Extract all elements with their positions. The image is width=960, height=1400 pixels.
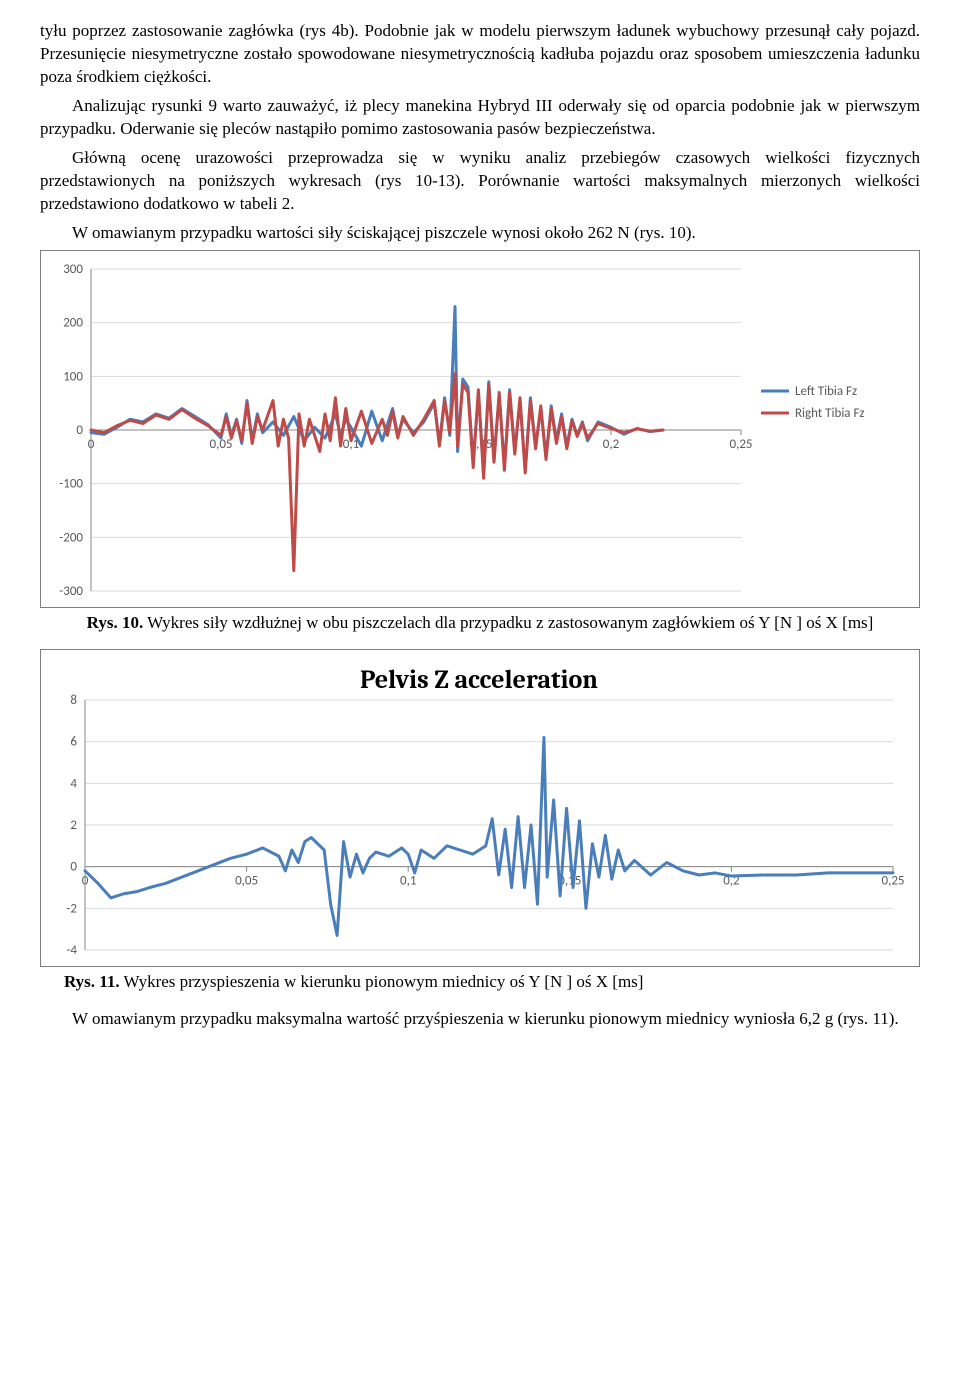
svg-text:100: 100 [63, 370, 83, 385]
svg-text:-300: -300 [59, 584, 83, 599]
caption-10: Rys. 10. Wykres siły wzdłużnej w obu pis… [40, 612, 920, 635]
svg-text:Pelvis Z acceleration: Pelvis Z acceleration [360, 665, 598, 695]
caption-11-rest: Wykres przyspieszenia w kierunku pionowy… [120, 972, 644, 991]
svg-text:2: 2 [70, 818, 77, 833]
svg-text:-100: -100 [59, 477, 83, 492]
svg-text:Left Tibia Fz: Left Tibia Fz [795, 384, 857, 399]
svg-text:-4: -4 [66, 943, 77, 958]
chart-pelvis-z: -4-20246800,050,10,150,20,25Pelvis Z acc… [40, 649, 920, 967]
svg-text:-2: -2 [66, 902, 77, 917]
svg-text:4: 4 [70, 777, 77, 792]
svg-text:0: 0 [70, 860, 77, 875]
caption-10-rest: Wykres siły wzdłużnej w obu piszczelach … [143, 613, 873, 632]
svg-text:-200: -200 [59, 531, 83, 546]
svg-text:6: 6 [70, 735, 77, 750]
para-2: Analizując rysunki 9 warto zauważyć, iż … [40, 95, 920, 141]
caption-11: Rys. 11. Wykres przyspieszenia w kierunk… [40, 971, 920, 994]
svg-text:0,2: 0,2 [603, 437, 620, 452]
svg-text:0,25: 0,25 [729, 437, 752, 452]
svg-text:300: 300 [63, 262, 83, 277]
svg-text:0,1: 0,1 [400, 874, 416, 889]
svg-text:200: 200 [63, 316, 83, 331]
para-3: Główną ocenę urazowości przeprowadza się… [40, 147, 920, 216]
para-4: W omawianym przypadku wartości siły ścis… [40, 222, 920, 245]
svg-text:Right Tibia Fz: Right Tibia Fz [795, 406, 865, 421]
para-1: tyłu poprzez zastosowanie zagłówka (rys … [40, 20, 920, 89]
chart-tibia-fz: -300-200-100010020030000,050,10,150,20,2… [40, 250, 920, 608]
caption-10-bold: Rys. 10. [87, 613, 144, 632]
caption-11-bold: Rys. 11. [64, 972, 120, 991]
svg-text:0,05: 0,05 [235, 874, 258, 889]
svg-text:8: 8 [70, 693, 77, 708]
para-5: W omawianym przypadku maksymalna wartość… [40, 1008, 920, 1031]
svg-text:0,25: 0,25 [881, 874, 904, 889]
svg-text:0: 0 [76, 423, 83, 438]
